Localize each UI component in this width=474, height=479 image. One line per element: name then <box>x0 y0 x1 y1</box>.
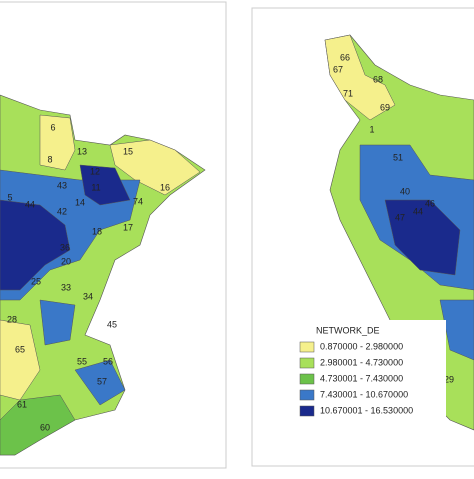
region-label: 6 <box>50 122 55 132</box>
region-label: 1 <box>369 124 374 134</box>
region-label: 46 <box>425 198 435 208</box>
region-label: 45 <box>107 319 117 329</box>
legend: NETWORK_DE 0.870000 - 2.980000 2.980001 -… <box>296 320 446 420</box>
region-label: 11 <box>91 182 100 192</box>
map-region <box>0 199 71 291</box>
region-label: 5 <box>7 192 12 202</box>
region-label: 66 <box>340 52 350 62</box>
region-label: 68 <box>373 74 383 84</box>
map-region <box>324 34 396 121</box>
legend-label: 4.730001 - 7.430000 <box>320 373 403 383</box>
region-label: 56 <box>103 356 113 366</box>
region-label: 13 <box>77 146 87 156</box>
left-panel-frame <box>0 1 227 469</box>
map-region <box>79 164 131 206</box>
region-label: 74 <box>133 196 143 206</box>
region-label: 51 <box>393 152 403 162</box>
region-label: 57 <box>97 376 107 386</box>
legend-title: NETWORK_DE <box>316 325 380 335</box>
map-region <box>109 139 201 196</box>
map-region <box>39 114 76 171</box>
region-label: 33 <box>61 282 71 292</box>
region-label: 47 <box>395 212 405 222</box>
region-label: 16 <box>160 182 170 192</box>
map-region <box>0 319 41 401</box>
region-label: 69 <box>380 102 390 112</box>
legend-label: 10.670001 - 16.530000 <box>320 405 413 415</box>
region-label: 71 <box>343 88 353 98</box>
legend-label: 2.980001 - 4.730000 <box>320 357 403 367</box>
region-label: 15 <box>123 146 133 156</box>
region-label: 28 <box>7 314 17 324</box>
map-region <box>439 299 474 361</box>
region-label: 42 <box>57 206 67 216</box>
region-label: 14 <box>75 197 85 207</box>
region-label: 44 <box>413 206 423 216</box>
region-label: 20 <box>61 256 71 266</box>
region-label: 61 <box>17 399 27 409</box>
legend-label: 7.430001 - 10.670000 <box>320 389 408 399</box>
region-label: 12 <box>90 166 100 176</box>
map-region <box>0 394 76 456</box>
map-region <box>39 299 76 346</box>
region-label: 17 <box>123 222 133 232</box>
legend-swatch <box>299 389 315 401</box>
map-region <box>74 359 126 406</box>
region-label: 65 <box>15 344 25 354</box>
region-label: 40 <box>400 186 410 196</box>
region-label: 29 <box>444 374 454 384</box>
left-map: 6 8 13 15 16 43 12 11 5 44 42 14 74 17 18 36 20 25 33 34 28 6… <box>0 94 206 456</box>
region-label: 43 <box>57 180 67 190</box>
map-region <box>384 199 461 276</box>
legend-box <box>296 320 446 420</box>
legend-swatch <box>299 373 315 385</box>
region-label: 18 <box>92 226 102 236</box>
region-label: 25 <box>31 276 41 286</box>
region-label: 8 <box>47 154 52 164</box>
region-label: 44 <box>25 199 35 209</box>
legend-swatch <box>299 357 315 369</box>
region-label: 60 <box>40 422 50 432</box>
legend-swatch <box>299 405 315 417</box>
region-label: 55 <box>77 356 87 366</box>
region-label: 67 <box>333 64 343 74</box>
region-label: 34 <box>83 291 93 301</box>
legend-swatch <box>299 341 315 353</box>
region-label: 36 <box>60 242 70 252</box>
right-panel-frame <box>251 7 474 467</box>
legend-label: 0.870000 - 2.980000 <box>320 341 403 351</box>
